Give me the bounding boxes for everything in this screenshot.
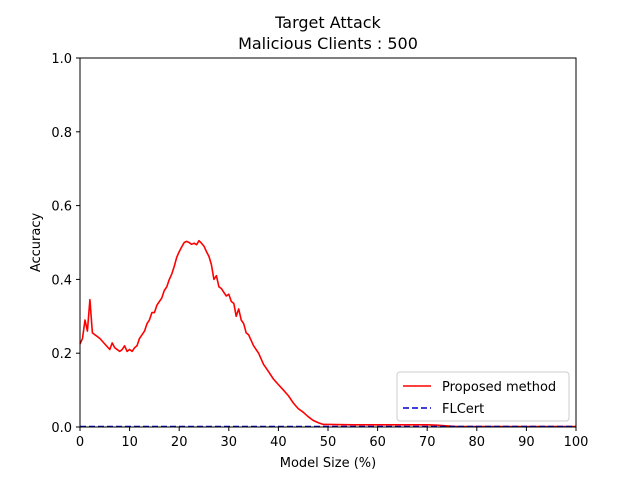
chart-title-line-1: Target Attack [274,13,381,32]
y-tick-label-0: 0.0 [51,421,72,436]
legend-label-1: FLCert [442,402,484,417]
y-axis-ticks: 0.0 0.2 0.4 0.6 0.8 1.0 [51,52,80,436]
x-tick-label-40: 40 [270,435,287,450]
legend: Proposed method FLCert [396,371,570,422]
y-tick-label-4: 0.8 [51,126,72,141]
x-tick-label-60: 60 [369,435,386,450]
x-axis-label: Model Size (%) [280,456,376,471]
y-tick-label-2: 0.4 [51,273,72,288]
x-tick-label-90: 90 [518,435,535,450]
x-tick-label-70: 70 [419,435,436,450]
y-axis-label: Accuracy [29,213,44,273]
x-tick-label-80: 80 [469,435,486,450]
x-tick-label-50: 50 [320,435,337,450]
y-tick-label-1: 0.2 [51,347,72,362]
legend-label-0: Proposed method [442,380,556,395]
x-tick-label-10: 10 [121,435,138,450]
x-tick-label-100: 100 [564,435,589,450]
y-tick-label-3: 0.6 [51,200,72,215]
x-axis-ticks: 0 10 20 30 40 50 60 70 80 90 100 [76,427,589,450]
series-line-0 [79,239,576,428]
y-tick-label-5: 1.0 [51,52,72,67]
x-tick-label-30: 30 [221,435,238,450]
x-tick-label-20: 20 [171,435,188,450]
legend-box [396,371,570,422]
chart-title: Target Attack Malicious Clients : 500 [238,13,418,53]
chart-title-line-2: Malicious Clients : 500 [238,34,418,53]
x-tick-label-0: 0 [76,435,84,450]
